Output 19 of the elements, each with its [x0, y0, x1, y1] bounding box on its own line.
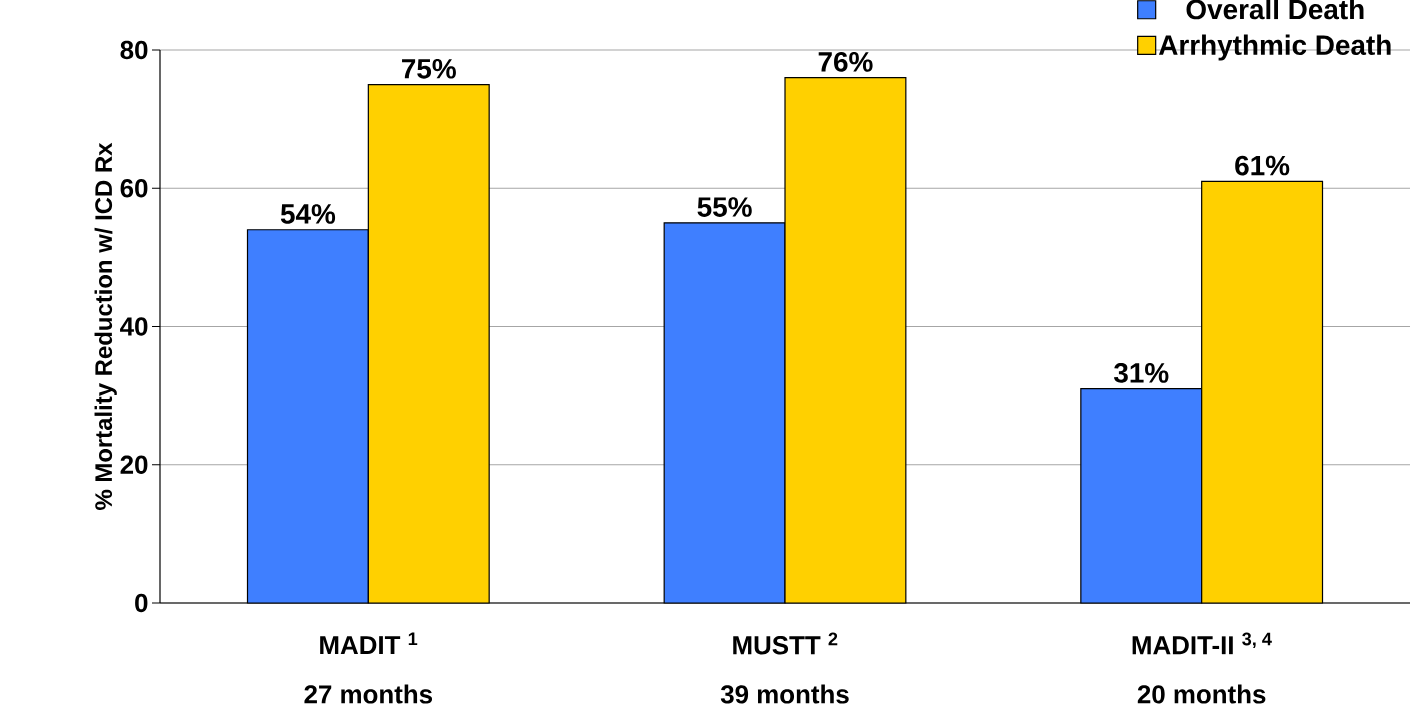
y-tick-label: 20 — [120, 455, 148, 474]
data-label: 76% — [818, 51, 873, 72]
x-tick-label: MUSTT $^{2}$ — [733, 632, 838, 655]
data-label: 55% — [697, 197, 752, 217]
data-label: 75% — [402, 58, 456, 79]
x-tick-label: MADIT $^{1}$ — [320, 632, 418, 654]
data-label: 31% — [1113, 363, 1169, 383]
text: 39 months — [720, 684, 849, 704]
legend-label: Arrhythmic Death — [1158, 34, 1391, 61]
text: 20 months — [1137, 684, 1266, 704]
y-tick-label: 80 — [120, 40, 148, 60]
text: 27 months — [304, 684, 433, 704]
x-tick-label: MADIT-II $^{3, 4}$ — [1132, 632, 1272, 655]
y-tick-label: 40 — [120, 317, 148, 336]
y-tick-label: 60 — [120, 179, 148, 198]
y-axis-title: % Mortality Reduction w/ ICD Rx — [94, 142, 117, 510]
data-label: 54% — [280, 204, 336, 224]
data-label: 61% — [1235, 155, 1290, 176]
y-tick-label: 0 — [135, 593, 148, 613]
